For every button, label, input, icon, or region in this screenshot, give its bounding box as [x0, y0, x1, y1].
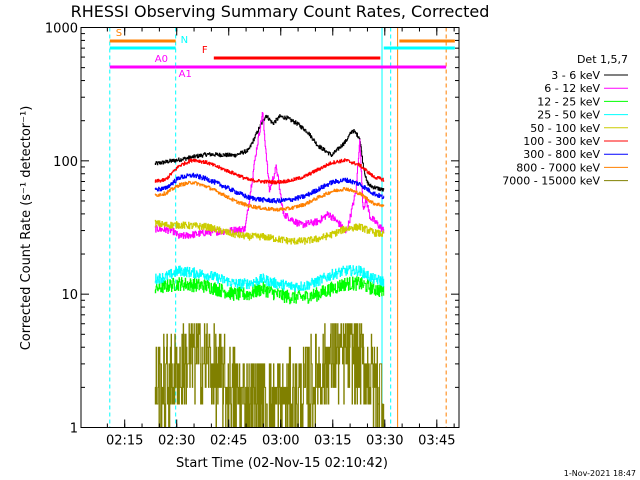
legend-label-800-7000-kev: 800 - 7000 keV	[516, 161, 600, 174]
y-tick-label-10: 10	[61, 288, 78, 303]
x-tick-label-0300: 03:00	[262, 434, 299, 449]
series-line-50-100-kev	[154, 219, 385, 245]
x-tick-label-0215: 02:15	[106, 434, 143, 449]
y-tick-label-1000: 1000	[45, 22, 78, 37]
series-line-7000-15000-kev	[154, 323, 385, 428]
plot-content: S N F A0 A1	[109, 27, 455, 428]
flag-label-a0: A0	[155, 54, 168, 65]
legend-label-12-25-kev: 12 - 25 keV	[537, 95, 600, 108]
flag-label-s: S	[116, 28, 122, 39]
legend-label-25-50-kev: 25 - 50 keV	[537, 109, 600, 122]
y-tick-label-1: 1	[70, 422, 78, 437]
series-line-100-300-kev	[154, 158, 385, 185]
y-axis-label: Corrected Count Rate (s⁻¹ detector⁻¹)	[19, 106, 34, 351]
series-line-12-25-kev	[154, 276, 385, 305]
flag-label-f: F	[202, 45, 208, 56]
footer-timestamp: 1-Nov-2021 18:47	[564, 469, 636, 478]
y-tick-label-100: 100	[53, 155, 78, 170]
x-tick-label-0345: 03:45	[418, 434, 455, 449]
x-axis-label: Start Time (02-Nov-15 02:10:42)	[176, 456, 388, 471]
series-line-25-50-kev	[154, 265, 385, 292]
series-line-800-7000-kev	[154, 180, 385, 212]
legend-label-50-100-kev: 50 - 100 keV	[530, 122, 600, 135]
legend-title: Det 1,5,7	[577, 53, 628, 66]
flag-label-a1: A1	[179, 69, 192, 80]
legend-label-6-12-kev: 6 - 12 keV	[544, 82, 600, 95]
chart-title: RHESSI Observing Summary Count Rates, Co…	[71, 2, 490, 21]
legend-label-3-6-kev: 3 - 6 keV	[551, 69, 600, 82]
legend-label-300-800-kev: 300 - 800 keV	[523, 148, 600, 161]
series-line-300-800-kev	[154, 172, 385, 204]
axis-ticks: 02:15 02:30 02:45 03:00 03:15 03:30 03:45 1 10 10…	[45, 22, 459, 449]
plot-frame	[80, 27, 460, 428]
x-tick-label-0330: 03:30	[366, 434, 403, 449]
x-tick-label-0315: 03:15	[314, 434, 351, 449]
series-line-6-12-kev	[154, 112, 385, 239]
flag-label-n: N	[181, 35, 188, 46]
x-tick-label-0230: 02:30	[158, 434, 195, 449]
series-line-3-6-kev	[154, 114, 385, 192]
x-tick-label-0245: 02:45	[210, 434, 247, 449]
legend-label-100-300-kev: 100 - 300 keV	[523, 135, 600, 148]
legend-label-7000-15000-kev: 7000 - 15000 keV	[502, 175, 600, 188]
